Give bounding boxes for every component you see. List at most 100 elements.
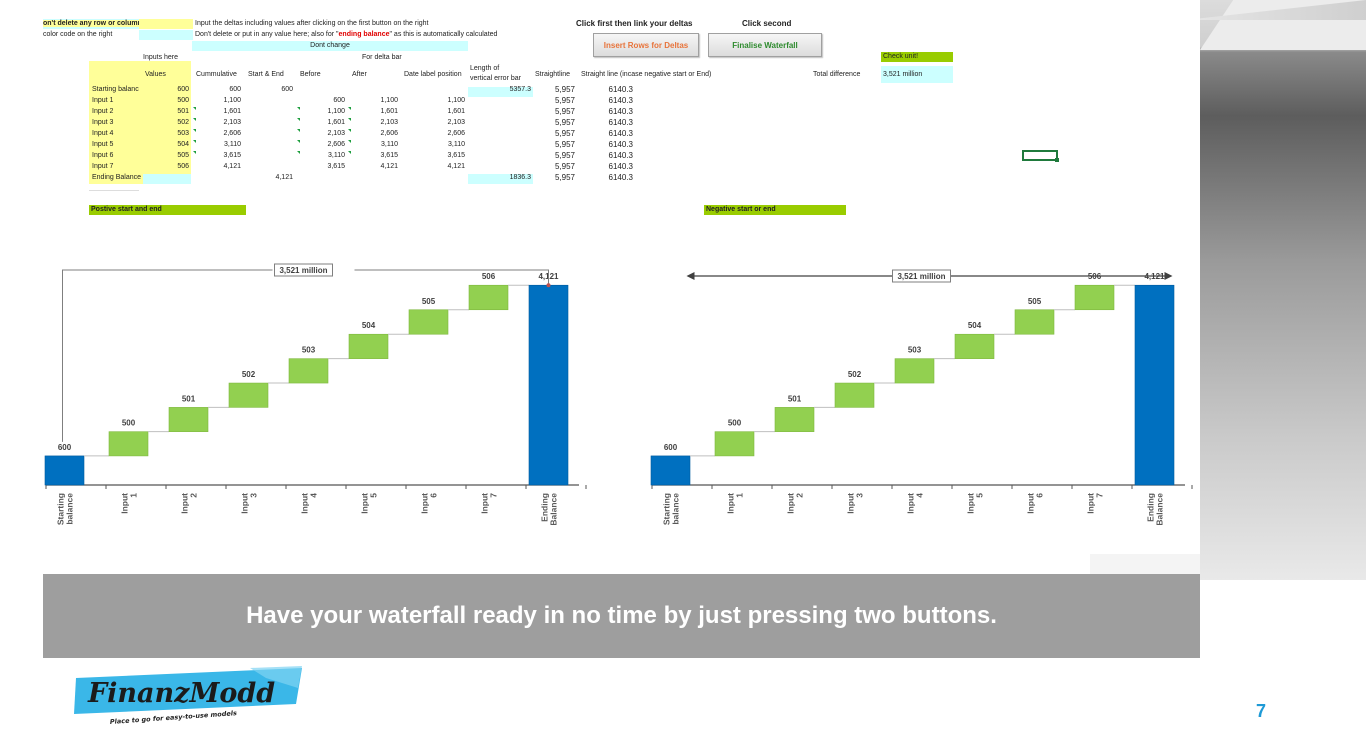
total-difference-label: Total difference bbox=[813, 71, 861, 78]
total-label: 3,521 million bbox=[897, 272, 945, 281]
row-cell-cum[interactable]: 2,606 bbox=[223, 130, 241, 137]
row-cell-after[interactable]: 1,100 bbox=[380, 97, 398, 104]
row-cell-neg[interactable]: 6140.3 bbox=[608, 107, 633, 116]
total-label: 3,521 million bbox=[279, 266, 327, 275]
category-label: Input3 bbox=[846, 493, 865, 514]
input-column-bg bbox=[89, 61, 191, 184]
row-cell-date[interactable]: 1,601 bbox=[447, 108, 465, 115]
row-cell-neg[interactable]: 6140.3 bbox=[608, 140, 633, 149]
row-cell-straight[interactable]: 5,957 bbox=[554, 118, 575, 127]
row-cell-label[interactable]: Input 1 bbox=[92, 97, 114, 104]
row-cell-after[interactable]: 3,615 bbox=[380, 152, 398, 159]
row-cell-label[interactable]: Ending Balance bbox=[92, 174, 142, 181]
data-label: 501 bbox=[788, 394, 802, 403]
row-cell-label[interactable]: Starting balanc bbox=[92, 86, 139, 93]
formula-indicator bbox=[193, 129, 196, 132]
row-cell-value[interactable]: 506 bbox=[177, 163, 189, 170]
row-cell-before[interactable]: 2,103 bbox=[327, 130, 345, 137]
insert-rows-button[interactable]: Insert Rows for Deltas bbox=[593, 33, 699, 57]
row-cell-value[interactable]: 501 bbox=[177, 108, 189, 115]
data-label: 503 bbox=[908, 346, 922, 355]
row-cell-before[interactable]: 1,601 bbox=[327, 119, 345, 126]
length-start-bg bbox=[468, 87, 533, 97]
formula-indicator bbox=[297, 118, 300, 121]
formula-indicator bbox=[348, 140, 351, 143]
row-cell-se[interactable]: 600 bbox=[281, 86, 293, 93]
bar-6 bbox=[408, 309, 449, 335]
row-cell-cum[interactable]: 3,110 bbox=[224, 141, 241, 148]
row-cell-date[interactable]: 1,100 bbox=[447, 97, 465, 104]
row-cell-length[interactable]: 1836.3 bbox=[509, 174, 531, 181]
row-cell-cum[interactable]: 2,103 bbox=[223, 119, 241, 126]
row-cell-after[interactable]: 2,606 bbox=[380, 130, 398, 137]
row-cell-neg[interactable]: 6140.3 bbox=[608, 129, 633, 138]
row-cell-before[interactable]: 3,110 bbox=[328, 152, 345, 159]
row-cell-cum[interactable]: 1,601 bbox=[223, 108, 241, 115]
formula-indicator bbox=[297, 129, 300, 132]
row-cell-cum[interactable]: 4,121 bbox=[223, 163, 241, 170]
row-cell-after[interactable]: 3,110 bbox=[381, 141, 398, 148]
slide-decoration-right bbox=[1200, 0, 1366, 580]
row-cell-se[interactable]: 4,121 bbox=[275, 174, 293, 181]
row-cell-value[interactable]: 502 bbox=[177, 119, 189, 126]
row-cell-cum[interactable]: 3,615 bbox=[223, 152, 241, 159]
row-cell-neg[interactable]: 6140.3 bbox=[608, 85, 633, 94]
row-cell-before[interactable]: 600 bbox=[333, 97, 345, 104]
row-cell-date[interactable]: 3,110 bbox=[448, 141, 465, 148]
row-cell-value[interactable]: 503 bbox=[177, 130, 189, 137]
row-cell-value[interactable]: 504 bbox=[177, 141, 189, 148]
row-cell-label[interactable]: Input 2 bbox=[92, 108, 114, 115]
header-straight-negative: Straight line (incase negative start or … bbox=[581, 71, 712, 78]
row-cell-before[interactable]: 1,100 bbox=[327, 108, 345, 115]
row-cell-cum[interactable]: 1,100 bbox=[223, 97, 241, 104]
row-cell-neg[interactable]: 6140.3 bbox=[608, 151, 633, 160]
row-cell-before[interactable]: 3,615 bbox=[327, 163, 345, 170]
row-cell-neg[interactable]: 6140.3 bbox=[608, 96, 633, 105]
row-cell-neg[interactable]: 6140.3 bbox=[608, 118, 633, 127]
category-label: Input7 bbox=[480, 493, 499, 514]
bar-8 bbox=[1134, 284, 1175, 486]
row-cell-straight[interactable]: 5,957 bbox=[554, 85, 575, 94]
row-cell-date[interactable]: 2,606 bbox=[447, 130, 465, 137]
header-date-label: Date label position bbox=[404, 71, 462, 78]
row-cell-after[interactable]: 1,601 bbox=[380, 108, 398, 115]
bar-8 bbox=[528, 284, 569, 486]
data-label: 506 bbox=[482, 272, 496, 281]
row-cell-label[interactable]: Input 7 bbox=[92, 163, 114, 170]
total-label-box bbox=[892, 269, 951, 283]
finalise-waterfall-button[interactable]: Finalise Waterfall bbox=[708, 33, 822, 57]
selected-cell[interactable] bbox=[1022, 150, 1059, 162]
row-cell-cum[interactable]: 600 bbox=[229, 86, 241, 93]
row-cell-date[interactable]: 4,121 bbox=[447, 163, 465, 170]
row-cell-value[interactable]: 505 bbox=[177, 152, 189, 159]
row-cell-label[interactable]: Input 5 bbox=[92, 141, 114, 148]
row-cell-neg[interactable]: 6140.3 bbox=[608, 162, 633, 171]
row-cell-straight[interactable]: 5,957 bbox=[554, 107, 575, 116]
row-cell-length[interactable]: 5357.3 bbox=[509, 86, 531, 93]
data-label: 505 bbox=[1028, 297, 1042, 306]
row-cell-label[interactable]: Input 6 bbox=[92, 152, 114, 159]
row-cell-label[interactable]: Input 4 bbox=[92, 130, 114, 137]
row-cell-date[interactable]: 2,103 bbox=[447, 119, 465, 126]
row-cell-straight[interactable]: 5,957 bbox=[554, 162, 575, 171]
row-cell-straight[interactable]: 5,957 bbox=[554, 173, 575, 182]
row-cell-neg[interactable]: 6140.3 bbox=[608, 173, 633, 182]
row-cell-straight[interactable]: 5,957 bbox=[554, 129, 575, 138]
positive-chart-title: Postive start and end bbox=[89, 205, 246, 215]
row-cell-straight[interactable]: 5,957 bbox=[554, 96, 575, 105]
row-cell-value[interactable]: 500 bbox=[177, 97, 189, 104]
row-cell-after[interactable]: 2,103 bbox=[380, 119, 398, 126]
row-cell-date[interactable]: 3,615 bbox=[447, 152, 465, 159]
header-length-2: vertical error bar bbox=[470, 75, 521, 82]
row-cell-value[interactable]: 600 bbox=[177, 86, 189, 93]
bar-5 bbox=[348, 333, 389, 359]
row-cell-after[interactable]: 4,121 bbox=[380, 163, 398, 170]
row-cell-before[interactable]: 2,606 bbox=[327, 141, 345, 148]
length-end-bg bbox=[468, 174, 533, 184]
total-label-box bbox=[274, 263, 333, 277]
row-cell-straight[interactable]: 5,957 bbox=[554, 140, 575, 149]
header-before: Before bbox=[300, 71, 321, 78]
data-label: 600 bbox=[58, 443, 72, 452]
row-cell-straight[interactable]: 5,957 bbox=[554, 151, 575, 160]
row-cell-label[interactable]: Input 3 bbox=[92, 119, 114, 126]
